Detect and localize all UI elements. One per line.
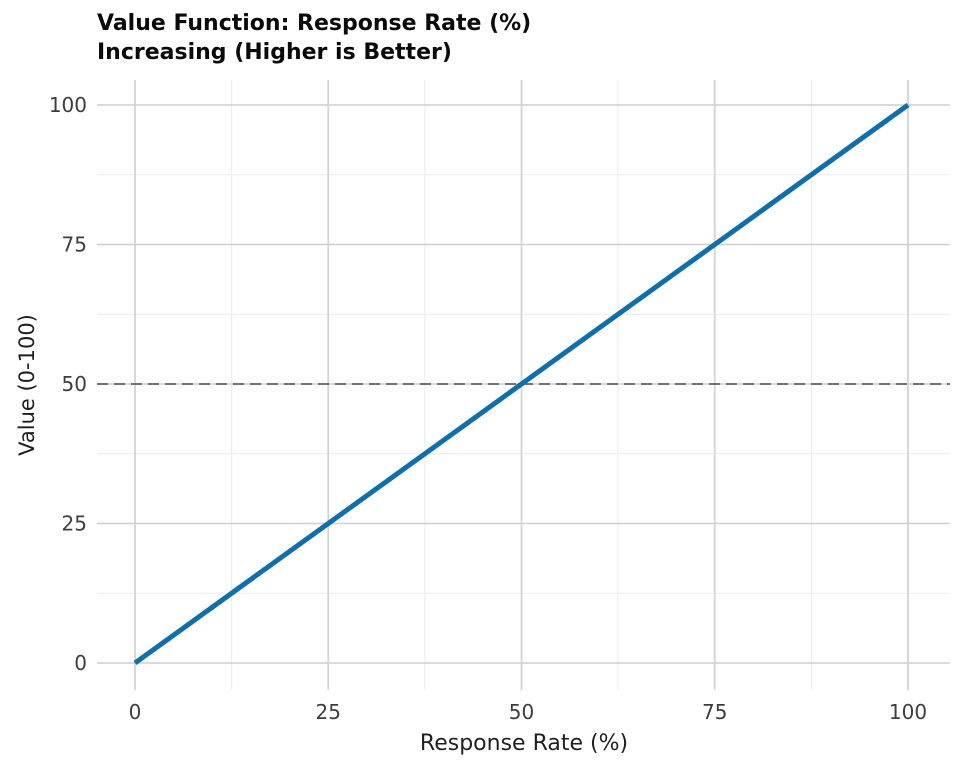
chart-title: Value Function: Response Rate (%) Increa… bbox=[97, 9, 531, 67]
x-tick-label: 25 bbox=[316, 700, 341, 724]
x-tick-label: 50 bbox=[509, 700, 534, 724]
x-tick-label: 0 bbox=[129, 700, 142, 724]
series-line-value-function bbox=[133, 102, 910, 666]
y-tick-label: 50 bbox=[62, 372, 87, 396]
y-tick-label: 100 bbox=[49, 93, 87, 117]
y-axis-label: Value (0-100) bbox=[15, 314, 39, 456]
x-tick-label: 75 bbox=[702, 700, 727, 724]
y-tick-label: 75 bbox=[62, 233, 87, 257]
x-tick-label: 100 bbox=[889, 700, 927, 724]
chart-title-line1: Value Function: Response Rate (%) bbox=[97, 11, 532, 36]
y-tick-label: 25 bbox=[62, 512, 87, 536]
x-axis-label: Response Rate (%) bbox=[419, 731, 629, 756]
y-tick-label: 0 bbox=[74, 651, 87, 675]
chart-title-line2: Increasing (Higher is Better) bbox=[97, 40, 452, 65]
